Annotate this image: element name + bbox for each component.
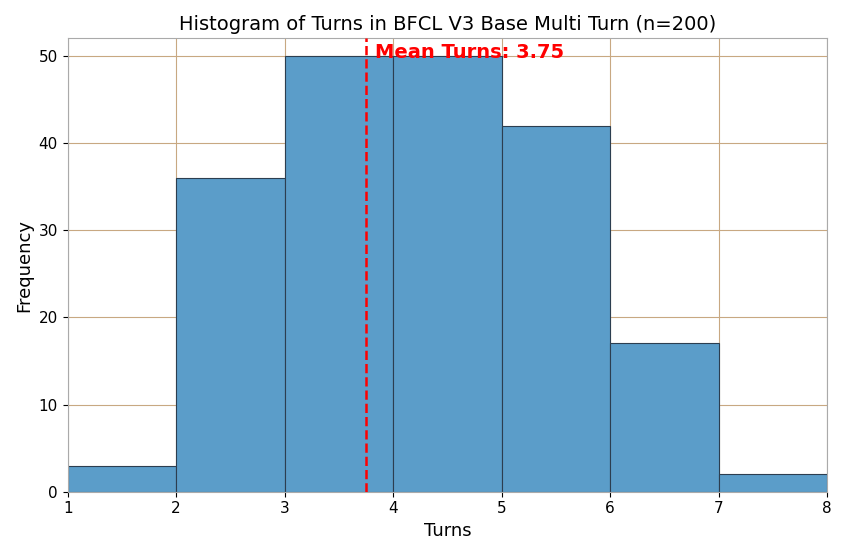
Bar [719, 475, 828, 492]
Bar [610, 344, 719, 492]
Bar [393, 56, 501, 492]
Title: Histogram of Turns in BFCL V3 Base Multi Turn (n=200): Histogram of Turns in BFCL V3 Base Multi… [179, 15, 716, 34]
Bar [68, 466, 176, 492]
Bar [501, 125, 610, 492]
X-axis label: Turns: Turns [424, 522, 471, 540]
Bar [176, 178, 285, 492]
Y-axis label: Frequency: Frequency [15, 219, 33, 311]
Bar [285, 56, 393, 492]
Text: Mean Turns: 3.75: Mean Turns: 3.75 [374, 43, 564, 62]
